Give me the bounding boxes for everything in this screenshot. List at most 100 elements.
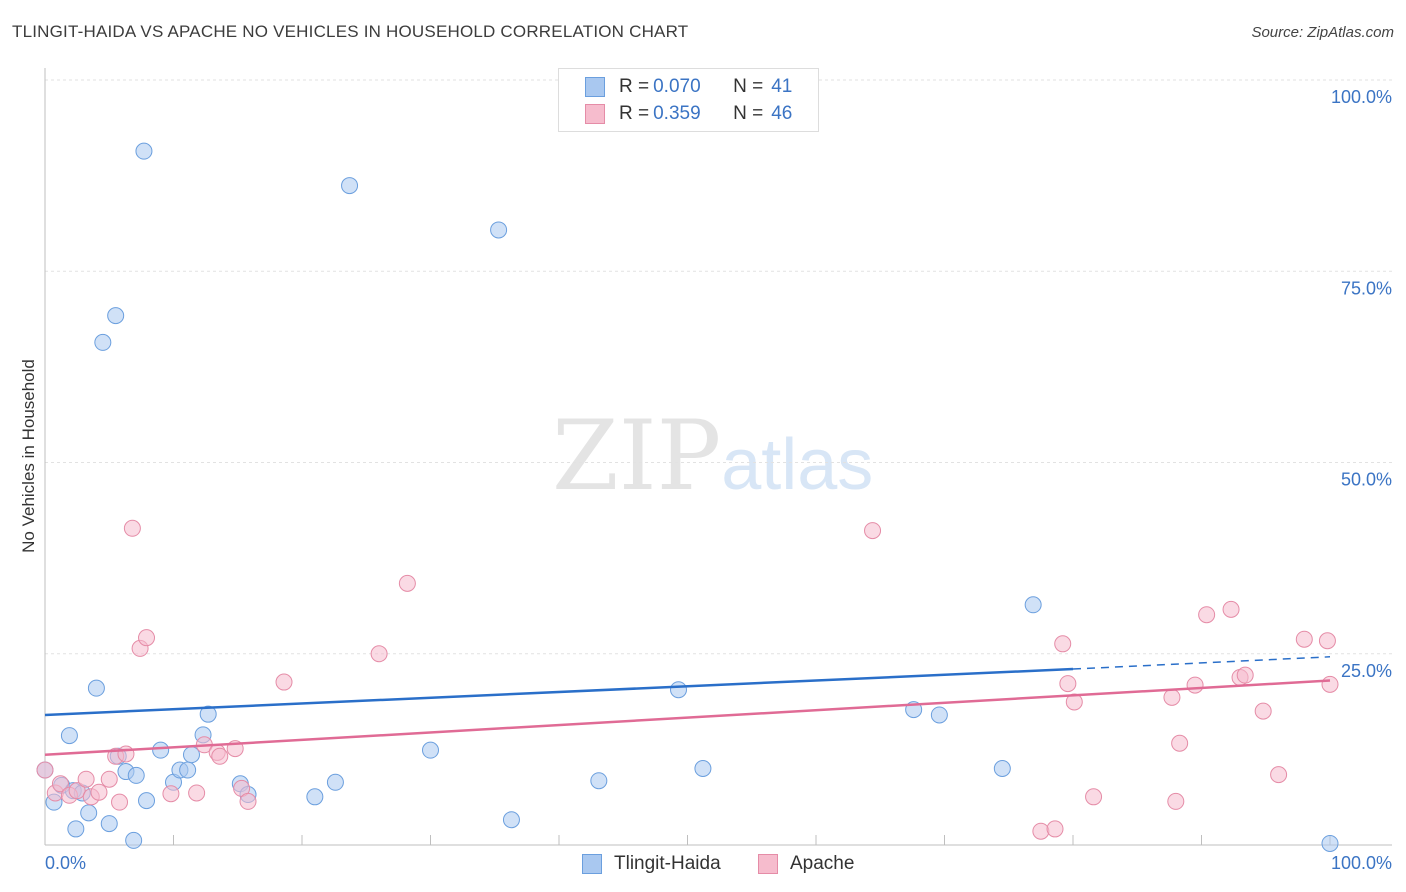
apache-point: [111, 793, 129, 811]
legend-n-value: 46: [771, 103, 793, 124]
chart-title: TLINGIT-HAIDA VS APACHE NO VEHICLES IN H…: [12, 22, 689, 41]
tlingit-haida-point: [135, 142, 153, 160]
apache-point: [211, 747, 229, 765]
apache-point: [77, 770, 95, 788]
tlingit-haida-point: [326, 773, 344, 791]
bottom-legend-tlingit-haida: Tlingit-Haida: [582, 852, 721, 876]
apache-point: [1085, 788, 1103, 806]
tlingit-haida-point: [127, 766, 145, 784]
legend-r-label: R =: [619, 103, 650, 124]
apache-point: [1032, 822, 1050, 840]
tlingit-haida-point: [341, 177, 359, 195]
apache-point: [1046, 820, 1064, 838]
tlingit-haida-point: [80, 804, 98, 822]
tlingit-haida-trend-line: [44, 667, 1074, 717]
tlingit-haida-point: [502, 811, 520, 829]
apache-point: [370, 645, 388, 663]
x-tick-labels: 0.0% 100.0%: [45, 853, 1392, 873]
apache-point: [68, 782, 86, 800]
apache-point: [188, 784, 206, 802]
x-tick-label-min: 0.0%: [45, 853, 86, 873]
apache-point: [138, 629, 156, 647]
source-credit: Source: ZipAtlas.com: [1251, 24, 1394, 41]
apache-point: [36, 761, 54, 779]
apache-point: [1236, 666, 1254, 684]
apache-points: [36, 519, 1339, 840]
trend-lines: [44, 656, 1331, 756]
apache-point: [1167, 792, 1185, 810]
apache-trend-line: [44, 679, 1331, 756]
apache-point: [1065, 693, 1083, 711]
tlingit-haida-point: [152, 741, 170, 759]
bottom-legend-swatch-apache: [758, 854, 778, 874]
tlingit-haida-point: [1321, 834, 1339, 852]
apache-point: [275, 673, 293, 691]
apache-point: [239, 792, 257, 810]
y-tick-labels: 25.0% 50.0% 75.0% 100.0%: [1331, 87, 1392, 681]
stats-legend: R = 0.070 N = 41 R = 0.359 N = 46: [558, 68, 819, 132]
tlingit-haida-points: [36, 142, 1339, 852]
tlingit-haida-point: [1024, 596, 1042, 614]
tlingit-haida-point: [993, 760, 1011, 777]
apache-point: [1198, 606, 1216, 624]
tlingit-haida-point: [87, 679, 105, 697]
legend-r-label: R =: [619, 76, 650, 97]
tlingit-haida-point: [422, 741, 439, 759]
apache-point: [1171, 734, 1189, 752]
apache-point: [162, 785, 180, 803]
apache-point: [1295, 630, 1313, 648]
bottom-legend-label-tlingit-haida: Tlingit-Haida: [614, 853, 721, 874]
tlingit-haida-point: [590, 772, 608, 790]
apache-point: [864, 522, 882, 540]
apache-point: [1270, 766, 1288, 784]
legend-n-label: N =: [733, 76, 764, 97]
apache-point: [90, 783, 108, 801]
axes: [44, 68, 1392, 846]
apache-point: [1222, 600, 1240, 618]
y-tick-label: 100.0%: [1331, 87, 1392, 107]
tlingit-haida-point: [138, 792, 156, 810]
tlingit-haida-point: [100, 815, 118, 833]
legend-n-value: 41: [771, 76, 793, 97]
tlingit-haida-point: [930, 706, 948, 724]
tlingit-haida-point: [107, 307, 125, 325]
apache-point: [1186, 676, 1204, 694]
watermark-atlas: atlas: [721, 425, 874, 505]
bottom-legend-apache: Apache: [758, 852, 854, 876]
legend-swatch-apache: [585, 104, 605, 124]
apache-point: [123, 519, 141, 537]
legend-r-value: 0.070: [653, 76, 701, 97]
tlingit-haida-point: [199, 705, 217, 723]
legend-row-tlingit-haida: R = 0.070 N = 41: [585, 75, 792, 99]
apache-point: [1059, 675, 1077, 693]
bottom-legend-swatch-tlingit-haida: [582, 854, 602, 874]
tlingit-haida-point: [670, 681, 688, 699]
apache-point: [100, 770, 118, 788]
apache-point: [1254, 702, 1272, 720]
watermark-zip: ZIP: [552, 400, 722, 512]
tlingit-haida-point: [94, 333, 112, 351]
tlingit-haida-point: [694, 760, 712, 777]
y-tick-label: 50.0%: [1341, 470, 1392, 490]
apache-point: [1054, 635, 1072, 653]
tlingit-haida-point: [67, 820, 85, 838]
tlingit-haida-point: [60, 727, 78, 745]
apache-point: [117, 745, 135, 763]
tlingit-haida-trend-extension: [1072, 656, 1331, 670]
tlingit-haida-point: [490, 221, 508, 239]
y-tick-label: 25.0%: [1341, 661, 1392, 681]
x-tick-label-max: 100.0%: [1331, 853, 1392, 873]
legend-n-label: N =: [733, 103, 764, 124]
apache-point: [398, 574, 416, 592]
apache-point: [1321, 675, 1339, 693]
bottom-legend-label-apache: Apache: [790, 853, 855, 874]
apache-point: [51, 775, 69, 793]
legend-r-value: 0.359: [653, 103, 701, 124]
legend-row-apache: R = 0.359 N = 46: [585, 102, 792, 126]
y-axis-label: No Vehicles in Household: [19, 359, 38, 553]
y-tick-label: 75.0%: [1341, 278, 1392, 298]
apache-point: [1163, 688, 1181, 706]
legend-swatch-tlingit-haida: [585, 77, 605, 97]
tlingit-haida-point: [179, 761, 197, 779]
